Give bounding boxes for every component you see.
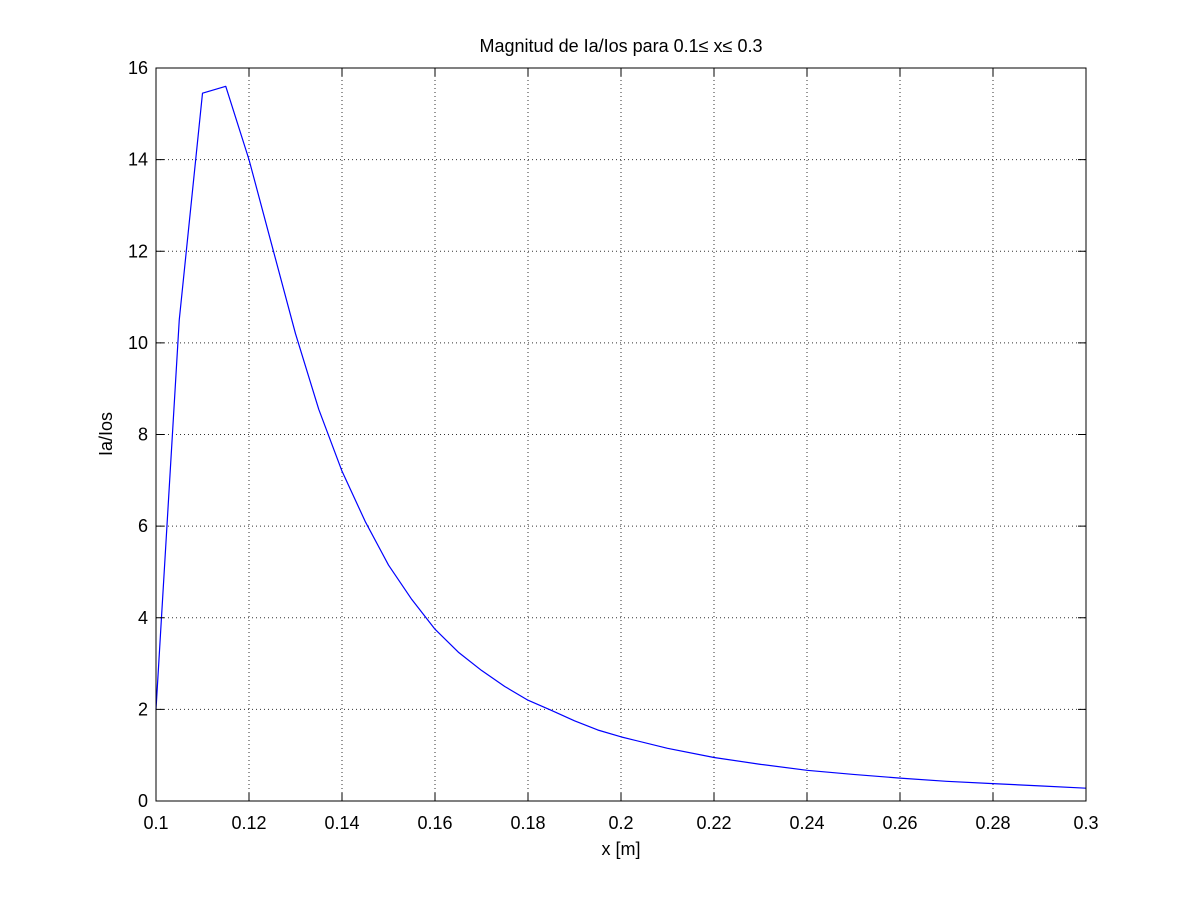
x-tick-label: 0.12 — [231, 813, 266, 833]
x-tick-label: 0.18 — [510, 813, 545, 833]
x-tick-label: 0.28 — [975, 813, 1010, 833]
y-tick-label: 6 — [138, 516, 148, 536]
y-tick-label: 0 — [138, 791, 148, 811]
y-tick-label: 4 — [138, 608, 148, 628]
tick-label-layer: 0.1 0.12 0.14 0.16 0.18 0.2 0.22 0.24 0.26 0.28 0.… — [128, 58, 1099, 833]
series-line-0 — [155, 85, 1087, 789]
y-tick-label: 10 — [128, 333, 148, 353]
y-tick-label: 16 — [128, 58, 148, 78]
grid-layer — [156, 68, 1086, 801]
series-layer — [155, 85, 1087, 789]
y-axis-label: Ia/Ios — [96, 412, 116, 456]
chart-title: Magnitud de Ia/Ios para 0.1≤ x≤ 0.3 — [480, 36, 763, 56]
x-axis-label: x [m] — [602, 839, 641, 859]
x-tick-label: 0.1 — [143, 813, 168, 833]
x-tick-label: 0.16 — [417, 813, 452, 833]
y-tick-label: 8 — [138, 425, 148, 445]
x-tick-label: 0.24 — [789, 813, 824, 833]
tick-layer — [155, 67, 1087, 802]
y-tick-label: 2 — [138, 699, 148, 719]
y-tick-label: 14 — [128, 150, 148, 170]
y-tick-label: 12 — [128, 241, 148, 261]
x-tick-label: 0.26 — [882, 813, 917, 833]
x-tick-label: 0.2 — [608, 813, 633, 833]
x-tick-label: 0.3 — [1073, 813, 1098, 833]
x-tick-label: 0.22 — [696, 813, 731, 833]
x-tick-label: 0.14 — [324, 813, 359, 833]
